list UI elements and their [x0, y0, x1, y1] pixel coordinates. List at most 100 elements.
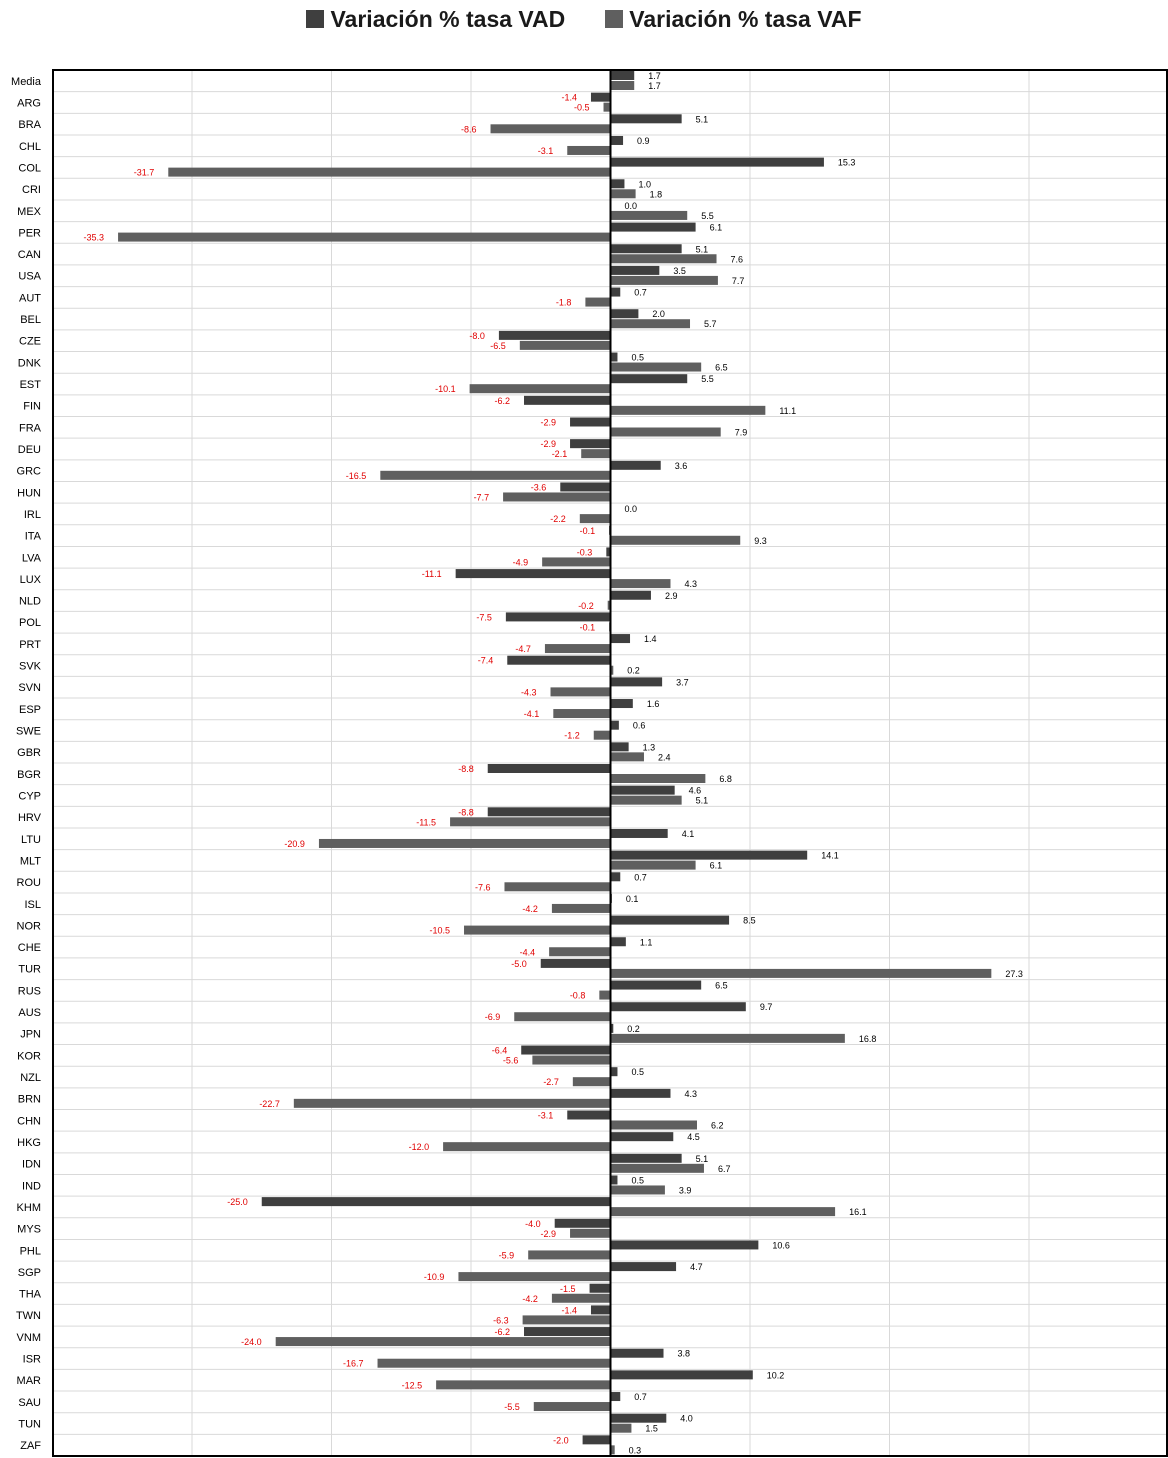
- data-label-vaf: -4.7: [515, 644, 531, 654]
- bar-vaf: [168, 167, 611, 177]
- category-label: AUT: [19, 292, 41, 304]
- bar-vaf: [553, 709, 611, 719]
- category-label: ITA: [25, 531, 42, 543]
- bar-vad: [610, 222, 696, 232]
- bar-vad: [524, 1327, 611, 1337]
- data-label-vad: -6.2: [494, 396, 510, 406]
- bar-vaf: [610, 189, 636, 199]
- data-label-vad: -7.4: [478, 656, 494, 666]
- data-label-vad: 2.0: [652, 309, 665, 319]
- data-label-vaf: 5.1: [696, 796, 709, 806]
- data-label-vad: 14.1: [821, 851, 839, 861]
- category-label: ZAF: [20, 1440, 41, 1452]
- data-label-vad: 5.1: [696, 1154, 709, 1164]
- data-label-vad: -1.4: [561, 93, 577, 103]
- category-label: THA: [19, 1289, 42, 1301]
- data-label-vaf: 5.7: [704, 319, 717, 329]
- bar-vad: [610, 742, 629, 752]
- bar-vaf: [458, 1272, 611, 1282]
- category-label: LVA: [22, 552, 42, 564]
- data-label-vad: 0.7: [634, 872, 647, 882]
- category-label: NLD: [19, 596, 41, 608]
- category-label: RUS: [18, 985, 41, 997]
- category-label: USA: [18, 271, 41, 283]
- data-label-vaf: 0.2: [627, 666, 640, 676]
- category-label: CZE: [19, 336, 41, 348]
- bar-vaf: [607, 600, 611, 610]
- data-label-vaf: 9.3: [754, 536, 767, 546]
- data-label-vaf: 7.7: [732, 276, 745, 286]
- bar-vad: [610, 287, 621, 297]
- bar-vad: [560, 482, 611, 492]
- data-label-vad: -0.1: [580, 526, 596, 536]
- bar-vaf: [593, 730, 611, 740]
- data-label-vad: 1.4: [644, 634, 657, 644]
- category-label: GBR: [17, 747, 41, 759]
- data-label-vad: 4.6: [689, 786, 702, 796]
- bar-vad: [524, 395, 611, 405]
- bar-vad: [610, 1002, 746, 1012]
- bar-vad: [498, 330, 611, 340]
- data-label-vaf: -7.6: [475, 882, 491, 892]
- data-label-vaf: 3.9: [679, 1185, 692, 1195]
- data-label-vaf: -4.2: [522, 1294, 538, 1304]
- category-label: HRV: [18, 812, 42, 824]
- data-label-vaf: 1.8: [650, 189, 663, 199]
- data-label-vaf: -8.6: [461, 124, 477, 134]
- data-label-vaf: 6.5: [715, 363, 728, 373]
- data-label-vaf: -0.8: [570, 991, 586, 1001]
- category-label: FRA: [19, 422, 42, 434]
- category-label: IND: [22, 1180, 41, 1192]
- bar-vad: [610, 915, 730, 925]
- bar-vaf: [551, 1293, 611, 1303]
- bar-vaf: [610, 81, 635, 90]
- data-label-vaf: 6.2: [711, 1121, 724, 1131]
- data-label-vad: 0.5: [631, 1067, 644, 1077]
- category-label: SWE: [16, 726, 41, 738]
- bar-vad: [610, 374, 688, 384]
- data-label-vaf: 27.3: [1005, 969, 1023, 979]
- bar-vad: [610, 1175, 618, 1185]
- category-label: FIN: [23, 401, 41, 413]
- category-label: SVK: [19, 661, 42, 673]
- data-label-vad: 4.5: [687, 1132, 700, 1142]
- data-label-vaf: -2.2: [550, 514, 566, 524]
- bar-vaf: [610, 1163, 704, 1173]
- category-label: SAU: [18, 1397, 41, 1409]
- category-label: MEX: [17, 206, 42, 218]
- data-label-vad: 6.1: [710, 223, 723, 233]
- data-label-vad: 4.0: [680, 1414, 693, 1424]
- legend-item-vad: Variación % tasa VAD: [306, 6, 565, 33]
- data-label-vad: 5.5: [701, 374, 714, 384]
- data-label-vad: 1.7: [648, 71, 661, 81]
- category-label: CAN: [18, 249, 41, 261]
- plot-area-border: [52, 69, 1168, 1457]
- data-label-vaf: -6.3: [493, 1315, 509, 1325]
- data-label-vad: -25.0: [227, 1197, 248, 1207]
- bar-vaf: [436, 1380, 611, 1390]
- data-label-vad: 3.7: [676, 677, 689, 687]
- data-label-vad: -8.0: [469, 331, 485, 341]
- data-label-vad: -4.0: [525, 1219, 541, 1229]
- data-label-vaf: -7.7: [474, 492, 490, 502]
- bar-vad: [570, 439, 611, 449]
- bar-vad: [590, 92, 611, 102]
- data-label-vaf: -3.1: [538, 146, 554, 156]
- data-label-vaf: -11.5: [416, 817, 436, 827]
- category-label: IRL: [24, 509, 41, 521]
- data-label-vad: -1.5: [560, 1284, 576, 1294]
- bar-vaf: [610, 405, 766, 415]
- bar-vad: [610, 1240, 759, 1250]
- bar-vad: [610, 309, 639, 319]
- bar-vaf: [551, 903, 611, 913]
- bar-vaf: [528, 1250, 611, 1260]
- category-label: CYP: [18, 790, 41, 802]
- bar-vad: [610, 677, 663, 687]
- bar-vad: [582, 1435, 611, 1445]
- bar-vaf: [579, 514, 611, 524]
- data-label-vaf: -4.1: [524, 709, 540, 719]
- data-label-vad: 10.6: [772, 1240, 790, 1250]
- data-label-vaf: 0.3: [629, 1445, 642, 1455]
- bar-vaf: [533, 1402, 611, 1412]
- bar-vaf: [380, 470, 611, 480]
